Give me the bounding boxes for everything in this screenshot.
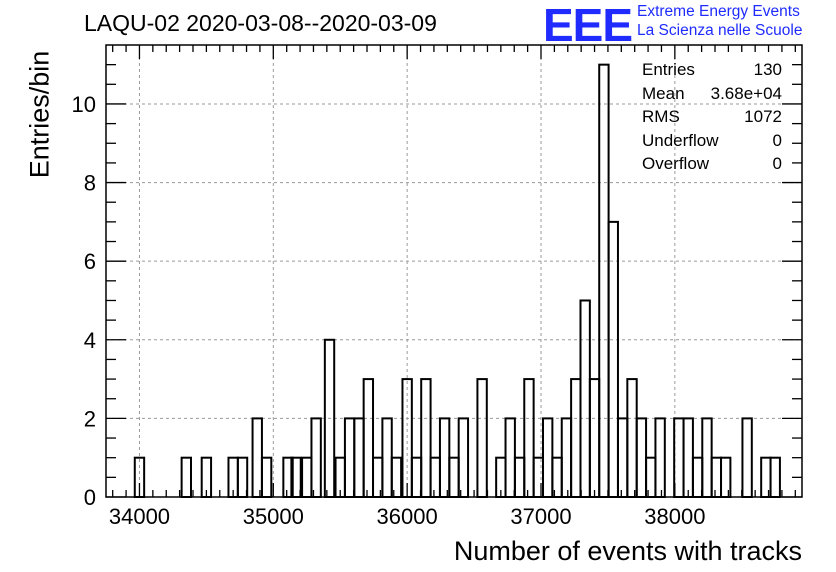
histogram-bin bbox=[251, 417, 263, 498]
histogram-bin bbox=[282, 456, 294, 498]
stats-overflow-value: 0 bbox=[772, 154, 782, 173]
histogram-bin bbox=[560, 417, 573, 498]
histogram-bin bbox=[579, 299, 591, 499]
histogram-bin bbox=[401, 378, 413, 498]
y-tick-label: 10 bbox=[72, 92, 96, 117]
histogram-bin bbox=[741, 417, 753, 498]
histogram-bin bbox=[290, 456, 302, 498]
stats-rms-row: RMS 1072 bbox=[642, 105, 782, 129]
stats-mean-value: 3.68e+04 bbox=[710, 83, 782, 103]
x-tick-label: 35000 bbox=[243, 504, 304, 529]
histogram-bin bbox=[691, 456, 704, 498]
histogram-bin bbox=[200, 456, 213, 498]
histogram-bin bbox=[420, 378, 432, 498]
histogram-bin bbox=[710, 456, 723, 498]
chart-title: LAQU-02 2020-03-08--2020-03-09 bbox=[84, 10, 437, 36]
histogram-bin bbox=[504, 417, 516, 498]
histogram-bin bbox=[323, 338, 336, 499]
logo-line-2: La Scienza nelle Scuole bbox=[637, 22, 803, 39]
x-axis-label: Number of events with tracks bbox=[453, 536, 802, 566]
histogram-bin bbox=[588, 378, 601, 498]
histogram-bin bbox=[542, 417, 554, 498]
stats-box: Entries 130 Mean 3.68e+04 RMS 1072 Underflo… bbox=[642, 58, 782, 176]
histogram-bin bbox=[635, 417, 648, 498]
y-tick-label: 2 bbox=[84, 406, 96, 431]
histogram-bin bbox=[301, 456, 313, 498]
stats-mean-row: Mean 3.68e+04 bbox=[642, 82, 782, 106]
stats-mean-label: Mean bbox=[642, 83, 685, 103]
stats-underflow-label: Underflow bbox=[642, 130, 719, 150]
histogram-bin bbox=[457, 417, 470, 498]
histogram-bin bbox=[523, 378, 535, 498]
histogram-bin bbox=[381, 417, 393, 498]
y-tick-label: 4 bbox=[84, 328, 96, 353]
x-tick-label: 37000 bbox=[510, 504, 571, 529]
y-tick-label: 8 bbox=[84, 171, 96, 196]
histogram-bin bbox=[410, 456, 423, 498]
histogram-bin bbox=[343, 417, 356, 498]
y-tick-label: 0 bbox=[84, 485, 96, 510]
x-tick-label: 36000 bbox=[377, 504, 438, 529]
histogram-bin bbox=[429, 456, 441, 498]
y-axis-label: Entries/bin bbox=[24, 50, 55, 179]
histogram-bin bbox=[654, 417, 666, 498]
stats-rms-label: RMS bbox=[642, 107, 680, 126]
stats-entries-row: Entries 130 bbox=[642, 58, 782, 82]
stats-rms-value: 1072 bbox=[744, 107, 782, 126]
stats-overflow-row: Overflow 0 bbox=[642, 152, 782, 176]
x-tick-label: 34000 bbox=[109, 504, 170, 529]
stats-underflow-value: 0 bbox=[772, 130, 782, 150]
histogram-bin bbox=[607, 220, 619, 498]
histogram-bin bbox=[720, 456, 732, 498]
histogram-bin bbox=[598, 63, 610, 499]
stats-entries-label: Entries bbox=[642, 60, 695, 79]
histogram-bin bbox=[626, 378, 638, 498]
histogram-bin bbox=[390, 456, 403, 498]
histogram-bin bbox=[682, 417, 694, 498]
histogram-bin bbox=[476, 378, 488, 498]
histogram-bin bbox=[180, 456, 192, 498]
histogram-bin bbox=[310, 417, 322, 498]
histogram-bin bbox=[353, 417, 365, 498]
stats-entries-value: 130 bbox=[753, 60, 782, 79]
eee-logo: EEE bbox=[543, 0, 633, 51]
histogram-bin bbox=[701, 417, 713, 498]
stats-overflow-label: Overflow bbox=[642, 154, 710, 173]
histogram-bin bbox=[448, 456, 460, 498]
histogram-bin bbox=[438, 417, 451, 498]
histogram-bin bbox=[769, 456, 781, 498]
histogram-bin bbox=[513, 456, 526, 498]
histogram-bin bbox=[236, 456, 249, 498]
histogram-bin bbox=[616, 417, 629, 498]
x-tick-label: 38000 bbox=[644, 504, 705, 529]
histogram-bin bbox=[362, 378, 375, 498]
histogram-bin bbox=[133, 456, 146, 498]
stats-underflow-row: Underflow 0 bbox=[642, 129, 782, 153]
logo-line-1: Extreme Energy Events bbox=[637, 3, 800, 20]
histogram-bin bbox=[260, 456, 273, 498]
logo-caption: Extreme Energy Events La Scienza nelle S… bbox=[637, 2, 802, 40]
histogram-bin bbox=[570, 378, 582, 498]
histogram-bin bbox=[673, 417, 685, 498]
y-tick-label: 6 bbox=[84, 249, 96, 274]
